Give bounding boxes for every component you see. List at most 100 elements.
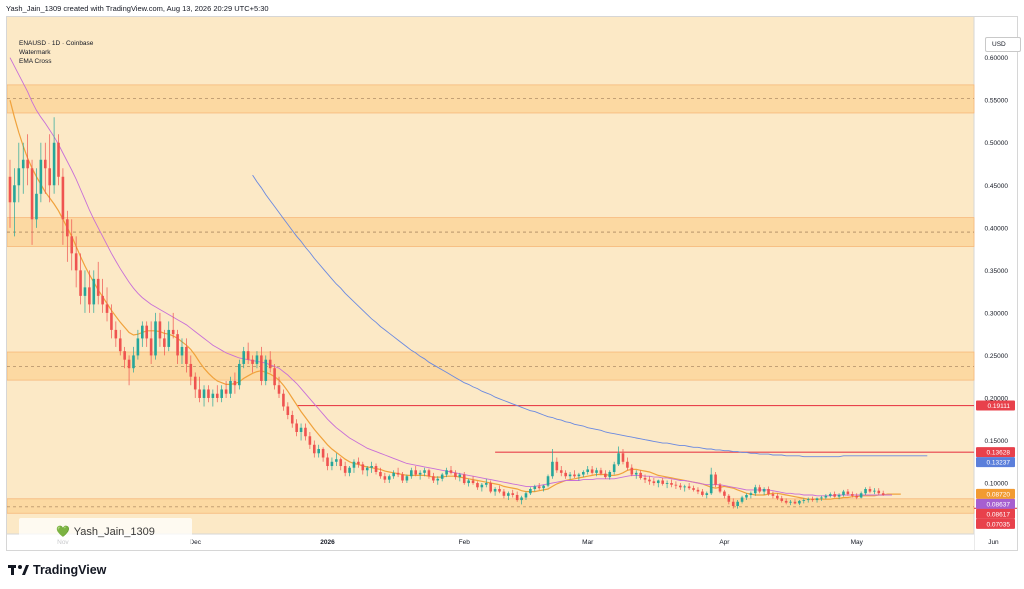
candle-body bbox=[551, 461, 554, 477]
candle-body bbox=[643, 477, 647, 480]
candle-body bbox=[626, 461, 629, 468]
candle-body bbox=[335, 459, 338, 462]
candle-body bbox=[432, 476, 435, 481]
candle-body bbox=[542, 485, 545, 489]
candle-body bbox=[582, 471, 585, 475]
candle-body bbox=[260, 355, 263, 381]
candle-body bbox=[418, 472, 422, 475]
tradingview-logo[interactable]: TradingView bbox=[8, 563, 106, 577]
candle-body bbox=[617, 453, 620, 465]
ema-line bbox=[252, 174, 928, 458]
candle-body bbox=[573, 474, 576, 477]
y-tick-label: 0.50000 bbox=[985, 140, 1009, 147]
legend-watermark: Watermark bbox=[19, 49, 51, 56]
candle-body bbox=[608, 471, 612, 478]
y-tick-label: 0.60000 bbox=[985, 55, 1009, 62]
candle-body bbox=[352, 461, 356, 468]
candle-body bbox=[630, 467, 634, 475]
price-label-background bbox=[976, 400, 1015, 411]
candle-body bbox=[8, 176, 12, 203]
candle-body bbox=[136, 338, 140, 356]
candle-body bbox=[277, 385, 281, 394]
candle-body bbox=[798, 500, 801, 504]
currency-selector[interactable]: USD bbox=[985, 37, 1021, 52]
candle-body bbox=[238, 363, 241, 386]
candle-body bbox=[193, 376, 197, 390]
candle-body bbox=[586, 469, 590, 472]
candle-body bbox=[846, 491, 850, 495]
candle-body bbox=[171, 329, 175, 335]
price-label-background bbox=[976, 508, 1015, 519]
price-label: 0.08720 bbox=[987, 491, 1011, 498]
candle-body bbox=[401, 474, 404, 481]
candle-body bbox=[30, 168, 34, 220]
candle-body bbox=[679, 485, 682, 488]
watermark-badge: 💚 Yash_Jain_1309 bbox=[19, 518, 192, 545]
candle-body bbox=[215, 393, 219, 398]
candle-body bbox=[811, 499, 814, 501]
candle-body bbox=[489, 483, 492, 492]
candle-body bbox=[881, 493, 885, 495]
heart-icon: 💚 bbox=[56, 526, 70, 538]
candle-body bbox=[656, 480, 660, 484]
candle-body bbox=[462, 474, 466, 484]
candle-body bbox=[687, 486, 691, 489]
candle-body bbox=[189, 363, 193, 377]
candle-body bbox=[83, 287, 87, 296]
candle-body bbox=[753, 487, 757, 494]
chart-area[interactable]: 0.60000 0.55000 0.50000 0.45000 0.40000 0.350… bbox=[6, 16, 1021, 551]
price-label: 0.08617 bbox=[987, 511, 1011, 518]
candle-body bbox=[718, 484, 722, 492]
support-resistance-zone bbox=[7, 498, 975, 514]
candle-body bbox=[555, 461, 559, 471]
price-label: 0.08637 bbox=[987, 501, 1011, 508]
candle-body bbox=[714, 474, 717, 485]
candle-body bbox=[370, 466, 373, 468]
support-resistance-zone bbox=[7, 84, 975, 114]
candle-body bbox=[427, 470, 431, 477]
candle-body bbox=[683, 486, 687, 488]
candle-body bbox=[855, 495, 859, 498]
candle-body bbox=[511, 493, 515, 495]
candle-body bbox=[414, 470, 418, 475]
price-label-background bbox=[976, 447, 1015, 458]
candle-body bbox=[599, 470, 603, 474]
candle-body bbox=[343, 466, 347, 473]
watermark-username: Yash_Jain_1309 bbox=[73, 525, 155, 538]
candle-body bbox=[824, 495, 828, 498]
candle-body bbox=[61, 176, 65, 220]
candle-body bbox=[449, 470, 453, 473]
candle-body bbox=[537, 486, 541, 489]
candle-body bbox=[467, 480, 470, 484]
candle-body bbox=[308, 436, 312, 445]
candle-body bbox=[396, 472, 400, 475]
candle-body bbox=[784, 500, 788, 503]
candle-body bbox=[79, 270, 82, 296]
candle-body bbox=[304, 427, 307, 437]
candle-body bbox=[745, 494, 748, 498]
candle-body bbox=[696, 489, 700, 492]
candle-body bbox=[321, 449, 325, 458]
candle-body bbox=[436, 478, 440, 481]
candle-body bbox=[767, 489, 770, 495]
candle-body bbox=[127, 359, 131, 369]
candle-body bbox=[26, 159, 29, 169]
candle-body bbox=[661, 480, 664, 484]
candle-body bbox=[57, 142, 60, 177]
candle-body bbox=[383, 476, 387, 480]
candle-body bbox=[211, 393, 215, 398]
candle-body bbox=[634, 472, 638, 475]
candle-body bbox=[163, 338, 166, 347]
candle-body bbox=[868, 489, 872, 492]
candle-body bbox=[66, 219, 69, 237]
candle-body bbox=[295, 423, 298, 432]
x-tick-label: May bbox=[851, 539, 864, 546]
candle-body bbox=[17, 168, 21, 186]
candle-body bbox=[806, 499, 810, 501]
candle-body bbox=[405, 476, 409, 481]
candle-body bbox=[498, 489, 501, 492]
candle-body bbox=[842, 491, 845, 495]
candle-body bbox=[224, 389, 228, 394]
candle-body bbox=[13, 185, 16, 203]
price-chart[interactable]: 0.60000 0.55000 0.50000 0.45000 0.40000 0.350… bbox=[7, 17, 1017, 550]
